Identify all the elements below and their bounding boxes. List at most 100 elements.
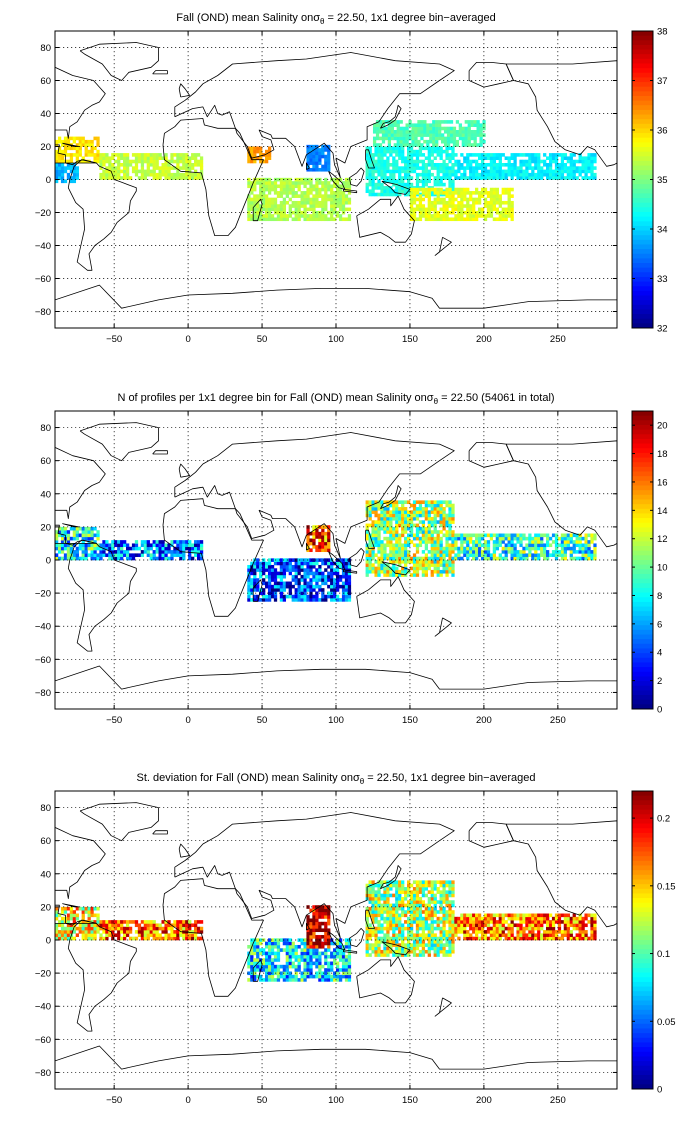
data-region xyxy=(247,177,352,222)
y-tick-label: 80 xyxy=(40,803,51,814)
coastline xyxy=(365,529,375,549)
coastline xyxy=(434,997,452,1017)
colorbar-tick-label: 18 xyxy=(657,449,668,460)
coastline xyxy=(505,60,617,167)
data-region xyxy=(306,905,331,949)
colorbar-tick-label: 14 xyxy=(657,506,668,517)
coastline xyxy=(252,579,263,602)
x-tick-label: 50 xyxy=(257,715,268,726)
colorbar-tick-label: 8 xyxy=(657,591,662,602)
panel-2: N of profiles per 1x1 degree bin for Fal… xyxy=(35,392,668,726)
y-tick-label: −20 xyxy=(35,969,51,980)
y-tick-label: 20 xyxy=(40,522,51,533)
x-tick-label: 50 xyxy=(257,1095,268,1106)
y-tick-label: 20 xyxy=(40,142,51,153)
x-tick-label: 100 xyxy=(328,1095,344,1106)
y-tick-label: 0 xyxy=(46,175,51,186)
y-tick-label: 80 xyxy=(40,423,51,434)
data-region xyxy=(454,533,597,561)
data-cells xyxy=(55,880,597,982)
y-tick-label: 20 xyxy=(40,902,51,913)
colorbar-tick-label: 4 xyxy=(657,648,662,659)
colorbar-tick-label: 12 xyxy=(657,534,668,545)
coastline xyxy=(306,162,310,170)
colorbar-tick-label: 34 xyxy=(657,225,668,236)
x-tick-label: 250 xyxy=(550,715,566,726)
coastlines xyxy=(55,422,617,690)
x-tick-label: 150 xyxy=(402,715,418,726)
coastline xyxy=(55,66,106,139)
y-tick-label: 0 xyxy=(46,936,51,947)
data-region xyxy=(306,525,331,553)
x-tick-label: −50 xyxy=(106,1095,122,1106)
coastline xyxy=(343,189,358,194)
coastline xyxy=(505,440,617,548)
x-tick-label: 0 xyxy=(185,1095,190,1106)
coastline xyxy=(365,909,375,929)
chart-title: St. deviation for Fall (OND) mean Salini… xyxy=(137,772,536,786)
colorbar-tick-label: 0 xyxy=(657,705,662,716)
data-region xyxy=(365,880,455,957)
data-region xyxy=(454,153,597,180)
y-tick-label: −40 xyxy=(35,241,51,252)
x-tick-label: 250 xyxy=(550,1095,566,1106)
data-region xyxy=(372,120,486,147)
coastline xyxy=(55,447,106,519)
data-region xyxy=(306,144,331,172)
data-region xyxy=(99,153,204,180)
coastline xyxy=(348,928,365,947)
coastline xyxy=(381,180,411,195)
coastline xyxy=(381,561,411,576)
coastline xyxy=(365,149,375,169)
colorbar-tick-label: 33 xyxy=(657,274,668,285)
coastline xyxy=(174,52,455,179)
colorbar-tick-label: 38 xyxy=(657,27,668,38)
coastline xyxy=(55,1045,617,1070)
x-tick-label: 100 xyxy=(328,715,344,726)
data-cells xyxy=(55,120,597,222)
colorbar-tick-label: 2 xyxy=(657,676,662,687)
y-tick-label: 40 xyxy=(40,489,51,500)
y-tick-label: −80 xyxy=(35,688,51,699)
grid-lines xyxy=(55,411,617,709)
y-tick-label: −80 xyxy=(35,1068,51,1079)
coastline xyxy=(252,198,263,222)
data-cells xyxy=(55,500,597,602)
x-tick-label: 0 xyxy=(185,334,190,345)
coastline xyxy=(380,104,402,129)
x-tick-label: 0 xyxy=(185,715,190,726)
data-region xyxy=(454,913,597,941)
colorbar-tick-label: 37 xyxy=(657,76,668,87)
coastline xyxy=(55,665,617,690)
data-region xyxy=(365,500,455,577)
coastline xyxy=(380,485,402,510)
coastline xyxy=(62,142,80,147)
colorbar: 38 37 36 35 34 33 32 xyxy=(631,27,668,335)
y-tick-label: 0 xyxy=(46,556,51,567)
coastline xyxy=(252,959,263,982)
chart-title: Fall (OND) mean Salinity onσθ = 22.50, 1… xyxy=(176,12,495,26)
coastline xyxy=(79,42,159,81)
y-tick-label: −20 xyxy=(35,208,51,219)
colorbar-tick-label: 0.15 xyxy=(657,881,676,892)
y-tick-label: 60 xyxy=(40,836,51,847)
coastline xyxy=(55,827,106,899)
colorbar-tick-label: 6 xyxy=(657,619,662,630)
y-tick-label: −80 xyxy=(35,307,51,318)
y-tick-label: 60 xyxy=(40,76,51,87)
coastline xyxy=(152,450,168,455)
colorbar-tick-label: 36 xyxy=(657,126,668,137)
coastline xyxy=(152,70,168,75)
data-region xyxy=(55,526,100,561)
colorbar-tick-label: 32 xyxy=(657,324,668,335)
coastline xyxy=(306,543,310,551)
x-tick-label: −50 xyxy=(106,334,122,345)
y-tick-label: 80 xyxy=(40,43,51,54)
coastline xyxy=(62,903,80,908)
colorbar-tick-label: 0 xyxy=(657,1085,662,1096)
coastline xyxy=(62,523,80,528)
data-region xyxy=(99,920,204,941)
data-region xyxy=(409,187,514,222)
